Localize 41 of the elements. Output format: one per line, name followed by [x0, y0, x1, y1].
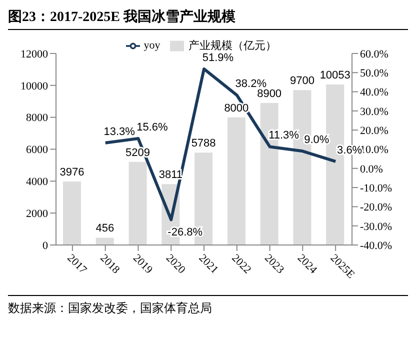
y-tick-label: 4000	[26, 176, 48, 188]
data-label: 11.3%	[268, 130, 300, 142]
data-label: 9.0%	[304, 134, 330, 146]
y2-tick-label: 30.0%	[360, 106, 388, 118]
y2-tick-label: 50.0%	[360, 68, 388, 80]
data-label: 10053	[320, 70, 350, 82]
bar	[63, 182, 81, 245]
data-label: 13.3%	[104, 126, 136, 138]
data-label: 8900	[257, 88, 282, 100]
legend-label: 产业规模（亿元）	[188, 40, 276, 52]
data-label: 3.6%	[337, 144, 362, 156]
source-note: 数据来源：国家发改委，国家体育总局	[8, 295, 408, 317]
y-tick-label: 10000	[20, 80, 48, 92]
y2-tick-label: 0.0%	[360, 163, 383, 176]
y-tick-label: 6000	[26, 144, 48, 156]
y2-tick-label: 40.0%	[360, 86, 388, 99]
y-tick-label: 0	[42, 240, 48, 252]
chart-title: 图23：2017-2025E 我国冰雪产业规模	[8, 8, 408, 30]
y-tick-label: 2000	[26, 208, 48, 220]
data-label: 456	[96, 222, 114, 235]
data-label: 51.9%	[202, 52, 234, 64]
data-label: 38.2%	[235, 78, 267, 90]
y2-tick-label: -10.0%	[360, 182, 392, 194]
y2-tick-label: -20.0%	[360, 202, 392, 214]
data-label: 5788	[191, 138, 216, 150]
bar	[96, 238, 114, 245]
y2-tick-label: -30.0%	[360, 220, 392, 233]
y2-tick-label: 10.0%	[360, 144, 388, 156]
bar	[227, 117, 246, 245]
y2-tick-label: 20.0%	[360, 124, 388, 137]
data-label: -26.8%	[168, 226, 203, 239]
y2-tick-label: 60.0%	[360, 48, 388, 60]
legend-label: yoy	[144, 40, 160, 52]
data-label: 15.6%	[136, 122, 168, 134]
data-label: 3976	[60, 166, 84, 179]
data-label: 9700	[290, 75, 314, 88]
y-tick-label: 8000	[26, 112, 48, 124]
bar	[128, 162, 147, 245]
y2-tick-label: -40.0%	[360, 240, 392, 252]
x-tick-label: 2017	[64, 252, 90, 277]
y-tick-label: 12000	[20, 48, 48, 60]
